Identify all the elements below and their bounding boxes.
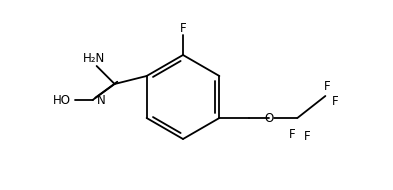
Text: HO: HO (53, 93, 71, 107)
Text: F: F (180, 21, 186, 35)
Text: N: N (97, 93, 105, 107)
Text: F: F (332, 94, 339, 108)
Text: F: F (324, 79, 331, 93)
Text: O: O (265, 112, 274, 124)
Text: F: F (289, 127, 296, 140)
Text: H₂N: H₂N (83, 51, 105, 64)
Text: F: F (304, 130, 311, 142)
